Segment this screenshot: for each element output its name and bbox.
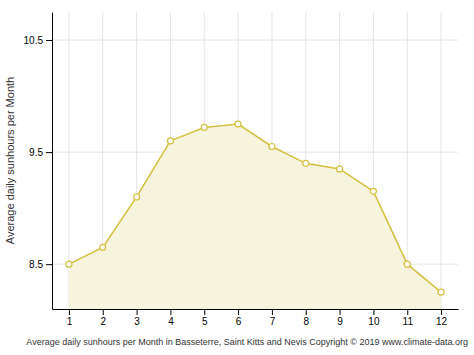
point bbox=[134, 194, 140, 200]
point bbox=[438, 289, 444, 295]
x-tick-label: 3 bbox=[134, 316, 140, 327]
point bbox=[66, 261, 72, 267]
grid bbox=[52, 12, 458, 309]
x-axis: 123456789101112 bbox=[53, 309, 459, 327]
x-tick: 2 bbox=[100, 309, 106, 327]
x-tick: 7 bbox=[270, 309, 276, 327]
x-tick: 3 bbox=[134, 309, 140, 327]
point bbox=[167, 138, 173, 144]
y-axis: 8.5 9.5 10.5 bbox=[24, 13, 53, 310]
x-tick-mark bbox=[170, 309, 171, 315]
x-tick-mark bbox=[407, 309, 408, 315]
x-tick-mark bbox=[340, 309, 341, 315]
x-tick-mark bbox=[69, 309, 70, 315]
y-tick: 10.5 bbox=[24, 35, 52, 46]
x-tick-label: 4 bbox=[168, 316, 174, 327]
point bbox=[303, 160, 309, 166]
x-tick-label: 10 bbox=[368, 316, 380, 327]
line bbox=[69, 124, 441, 292]
y-axis-line bbox=[52, 13, 53, 310]
x-tick-mark bbox=[373, 309, 374, 315]
x-tick-label: 2 bbox=[100, 316, 106, 327]
x-tick-label: 11 bbox=[403, 316, 414, 327]
x-tick: 4 bbox=[168, 309, 174, 327]
x-axis-line bbox=[53, 309, 459, 310]
y-tick-mark bbox=[46, 152, 52, 153]
x-tick: 5 bbox=[202, 309, 208, 327]
x-tick-label: 9 bbox=[337, 316, 343, 327]
point bbox=[370, 188, 376, 194]
x-tick-mark bbox=[103, 309, 104, 315]
x-tick: 1 bbox=[67, 309, 73, 327]
x-tick-label: 12 bbox=[436, 316, 448, 327]
y-tick-label: 10.5 bbox=[24, 35, 44, 46]
x-tick: 8 bbox=[303, 309, 309, 327]
y-tick-label: 9.5 bbox=[29, 147, 43, 158]
y-tick: 8.5 bbox=[29, 259, 52, 270]
y-tick-mark bbox=[46, 40, 52, 41]
x-tick: 6 bbox=[236, 309, 242, 327]
x-tick: 11 bbox=[403, 309, 414, 327]
y-axis-title: Average daily sunhours per Month bbox=[4, 77, 16, 244]
point bbox=[235, 121, 241, 127]
point bbox=[269, 143, 275, 149]
x-tick-mark bbox=[137, 309, 138, 315]
y-tick-label: 8.5 bbox=[29, 259, 43, 270]
point bbox=[201, 124, 207, 130]
x-tick-mark bbox=[272, 309, 273, 315]
x-tick-mark bbox=[204, 309, 205, 315]
area bbox=[69, 124, 441, 309]
x-tick: 10 bbox=[368, 309, 380, 327]
point bbox=[337, 166, 343, 172]
x-tick-mark bbox=[306, 309, 307, 315]
point bbox=[100, 244, 106, 250]
x-tick: 9 bbox=[337, 309, 343, 327]
x-tick-label: 7 bbox=[270, 316, 276, 327]
x-tick-label: 5 bbox=[202, 316, 208, 327]
x-tick-label: 6 bbox=[236, 316, 242, 327]
chart: 1234567891011128.59.510.5Average daily s… bbox=[0, 0, 474, 355]
point bbox=[404, 261, 410, 267]
x-axis-title: Average daily sunhours per Month in Bass… bbox=[26, 337, 468, 347]
x-tick: 12 bbox=[436, 309, 448, 327]
y-tick-mark bbox=[46, 264, 52, 265]
x-tick-mark bbox=[441, 309, 442, 315]
x-tick-label: 1 bbox=[67, 316, 73, 327]
y-tick: 9.5 bbox=[29, 147, 52, 158]
x-tick-label: 8 bbox=[303, 316, 309, 327]
y-grid-line bbox=[52, 40, 458, 41]
plot-area bbox=[66, 121, 444, 309]
x-tick-mark bbox=[238, 309, 239, 315]
